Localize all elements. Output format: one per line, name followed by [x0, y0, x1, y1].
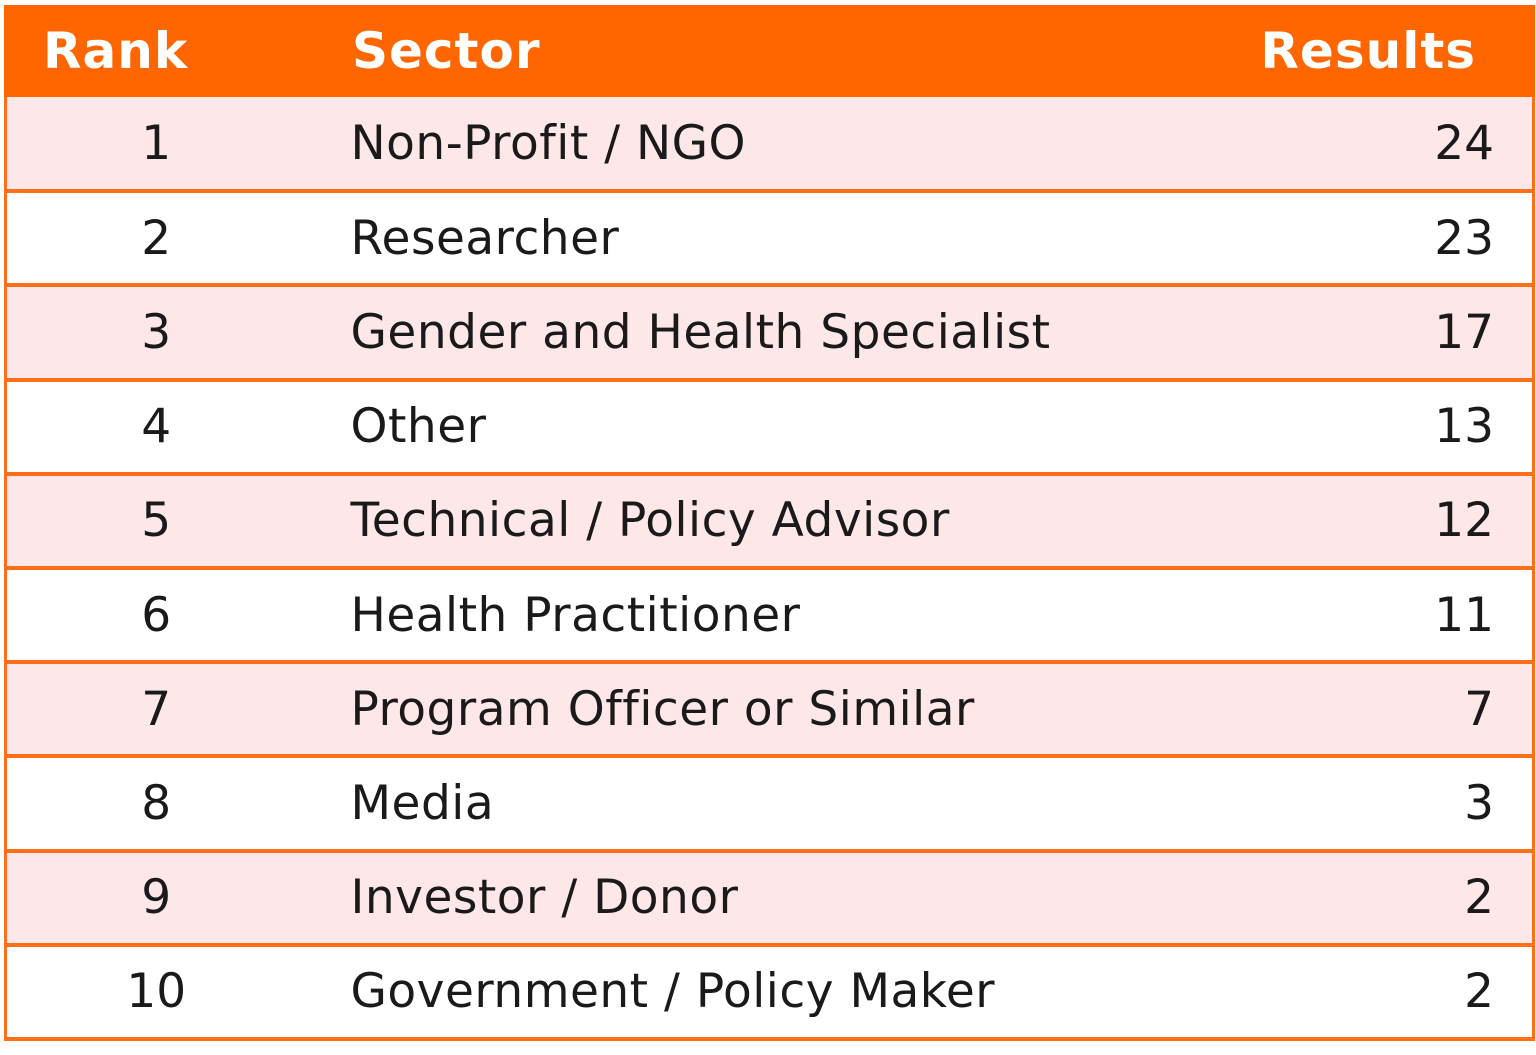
- sector-cell: Non-Profit / NGO: [305, 97, 1206, 194]
- sector-cell: Government / Policy Maker: [305, 944, 1206, 1041]
- results-cell: 2: [1205, 850, 1535, 947]
- sector-cell: Health Practitioner: [305, 567, 1206, 665]
- table-row: 2 Researcher 23: [4, 191, 1535, 288]
- table-row: 9 Investor / Donor 2: [4, 850, 1535, 947]
- results-cell: 12: [1205, 473, 1535, 570]
- rank-cell: 1: [4, 97, 306, 194]
- header-row: Rank Sector Results: [4, 5, 1535, 97]
- table-header: Rank Sector Results: [4, 5, 1535, 97]
- rank-cell: 3: [4, 285, 306, 382]
- sector-cell: Technical / Policy Advisor: [305, 473, 1206, 570]
- ranking-table-container: Rank Sector Results 1 Non-Profit / NGO 24 2…: [4, 5, 1535, 1041]
- results-cell: 11: [1205, 567, 1535, 665]
- rank-cell: 7: [4, 662, 306, 759]
- rank-cell: 6: [4, 567, 306, 665]
- table-body: 1 Non-Profit / NGO 24 2 Researcher 23 3 Gender …: [4, 97, 1535, 1041]
- rank-cell: 4: [4, 379, 306, 476]
- results-cell: 24: [1205, 97, 1535, 194]
- rank-cell: 9: [4, 850, 306, 947]
- sector-cell: Gender and Health Specialist: [305, 285, 1206, 382]
- table-row: 4 Other 13: [4, 379, 1535, 476]
- table-row: 8 Media 3: [4, 756, 1535, 853]
- results-cell: 3: [1205, 756, 1535, 853]
- table-row: 6 Health Practitioner 11: [4, 567, 1535, 665]
- table-row: 10 Government / Policy Maker 2: [4, 944, 1535, 1041]
- rank-cell: 10: [4, 944, 306, 1041]
- rank-column-header: Rank: [4, 5, 307, 97]
- sector-cell: Other: [305, 379, 1206, 476]
- results-cell: 2: [1205, 944, 1535, 1041]
- sector-cell: Media: [305, 756, 1206, 853]
- results-column-header: Results: [1204, 5, 1535, 97]
- results-cell: 17: [1205, 285, 1535, 382]
- sector-column-header: Sector: [304, 5, 1207, 97]
- sector-cell: Program Officer or Similar: [305, 662, 1206, 759]
- rank-cell: 5: [4, 473, 306, 570]
- results-cell: 7: [1205, 662, 1535, 759]
- rank-cell: 8: [4, 756, 306, 853]
- results-cell: 23: [1205, 191, 1535, 288]
- results-cell: 13: [1205, 379, 1535, 476]
- table-row: 1 Non-Profit / NGO 24: [4, 97, 1535, 194]
- sector-cell: Investor / Donor: [305, 850, 1206, 947]
- table-row: 3 Gender and Health Specialist 17: [4, 285, 1535, 382]
- table-row: 7 Program Officer or Similar 7: [4, 662, 1535, 759]
- sector-ranking-table: Rank Sector Results 1 Non-Profit / NGO 24 2…: [4, 5, 1535, 1041]
- table-row: 5 Technical / Policy Advisor 12: [4, 473, 1535, 570]
- rank-cell: 2: [4, 191, 306, 288]
- sector-cell: Researcher: [305, 191, 1206, 288]
